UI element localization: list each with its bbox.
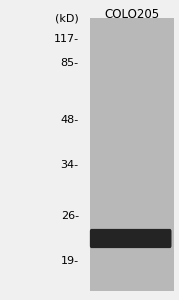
Text: 26-: 26- xyxy=(61,211,79,221)
Text: 34-: 34- xyxy=(61,160,79,170)
Text: 85-: 85- xyxy=(61,58,79,68)
Text: 19-: 19- xyxy=(61,256,79,266)
Bar xyxy=(90,18,174,291)
Text: (kD): (kD) xyxy=(55,14,79,23)
Text: 117-: 117- xyxy=(54,34,79,44)
FancyBboxPatch shape xyxy=(90,229,171,248)
Text: 48-: 48- xyxy=(61,115,79,125)
Text: COLO205: COLO205 xyxy=(104,8,159,20)
